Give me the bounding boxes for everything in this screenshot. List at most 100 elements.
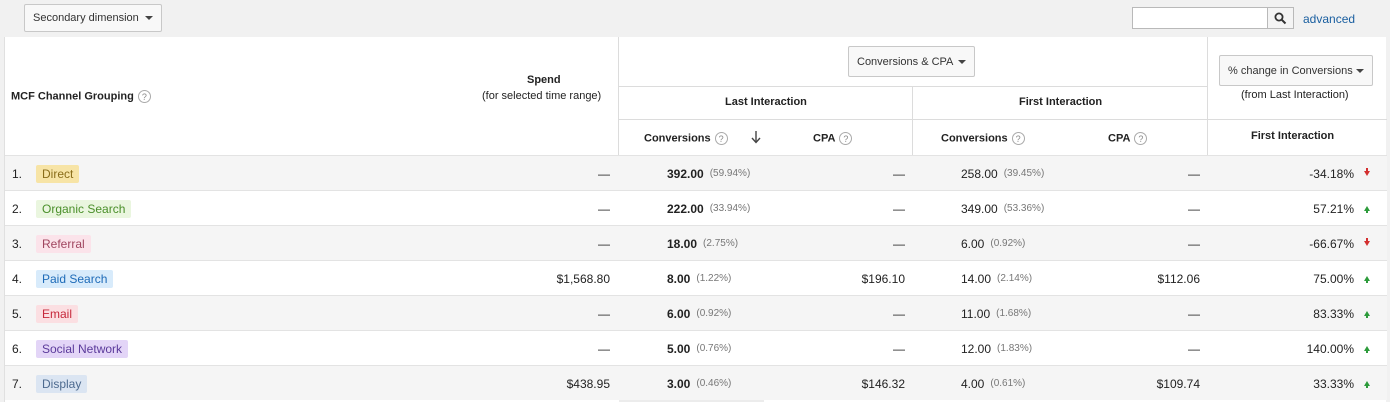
search-button[interactable]	[1267, 7, 1294, 29]
change-value: -66.67%	[1309, 236, 1354, 251]
row-index: 4.	[12, 271, 23, 286]
secondary-dimension-dropdown[interactable]: Secondary dimension	[24, 4, 162, 32]
spend-header-sub: (for selected time range)	[482, 90, 602, 102]
fi-cpa-header[interactable]: CPA?	[1108, 132, 1148, 145]
li-conversions-percent: (2.75%)	[703, 238, 739, 249]
row-index: 6.	[12, 341, 23, 356]
row-index: 2.	[12, 201, 23, 216]
arrow-down-icon	[1364, 168, 1370, 176]
help-icon[interactable]: ?	[1011, 132, 1025, 145]
fi-conversions-value: 349.00	[961, 201, 998, 216]
li-cpa-header[interactable]: CPA?	[813, 132, 853, 145]
change-metric-label: % change in Conversions	[1228, 64, 1353, 77]
advanced-link[interactable]: advanced	[1303, 12, 1356, 26]
table-row: 2. Organic Search — 222.00 (33.94%) — 349.00 (5…	[5, 190, 1387, 225]
row-index: 3.	[12, 236, 23, 251]
li-conversions-header-label: Conversions	[644, 132, 711, 145]
fi-conversions-percent: (1.83%)	[997, 343, 1033, 354]
change-header-sub: (from Last Interaction)	[1241, 89, 1349, 101]
spend-value: —	[598, 236, 610, 251]
channel-grouping-header[interactable]: MCF Channel Grouping?	[11, 90, 151, 103]
spend-header[interactable]: Spend	[527, 74, 561, 86]
fi-cpa-value: —	[1188, 236, 1200, 251]
fi-conversions-value: 11.00	[961, 306, 991, 321]
li-conversions-value: 5.00	[667, 341, 691, 356]
fi-conversions-value: 4.00	[961, 376, 985, 391]
li-cpa-value: $196.10	[861, 271, 905, 286]
table-row: 1. Direct — 392.00 (59.94%) — 258.00 (39.45%) — -…	[5, 155, 1387, 190]
arrow-up-icon	[1364, 276, 1370, 283]
table-row: 7. Display $438.95 3.00 (0.46%) $146.32 4.00 (0…	[5, 365, 1387, 400]
fi-conversions-value: 258.00	[961, 166, 998, 181]
spend-value: —	[598, 306, 610, 321]
arrow-up-icon	[1364, 206, 1370, 213]
channel-grouping-header-label: MCF Channel Grouping	[11, 90, 134, 103]
li-conversions-percent: (0.46%)	[696, 378, 732, 389]
help-icon[interactable]: ?	[714, 132, 728, 145]
first-interaction-header: First Interaction	[1019, 96, 1103, 108]
change-metric-dropdown[interactable]: % change in Conversions	[1219, 55, 1373, 86]
li-conversions-value: 18.00	[667, 236, 698, 251]
table-row: 3. Referral — 18.00 (2.75%) — 6.00 (0.92%) — -66.…	[5, 225, 1387, 260]
header-divider	[1207, 37, 1208, 155]
li-conversions-value: 3.00	[667, 376, 691, 391]
arrow-down-icon	[1364, 238, 1370, 246]
change-value: -34.18%	[1309, 166, 1354, 181]
change-value: 75.00%	[1313, 271, 1354, 286]
channel-link[interactable]: Social Network	[36, 339, 129, 358]
chevron-down-icon	[1356, 68, 1364, 73]
channel-link[interactable]: Display	[36, 374, 88, 393]
change-value: 57.21%	[1313, 201, 1354, 216]
chevron-down-icon	[145, 16, 153, 20]
li-conversions-value: 222.00	[667, 201, 704, 216]
li-conversions-percent: (0.76%)	[696, 343, 732, 354]
header-divider	[619, 86, 1207, 87]
fi-cpa-value: —	[1188, 341, 1200, 356]
li-conversions-value: 8.00	[667, 271, 691, 286]
row-index: 5.	[12, 306, 23, 321]
channel-link[interactable]: Referral	[36, 234, 91, 253]
spend-value: —	[598, 201, 610, 216]
li-cpa-header-label: CPA	[813, 132, 836, 145]
li-conversions-percent: (1.22%)	[696, 273, 732, 284]
spend-value: $1,568.80	[556, 271, 610, 286]
metric-group-dropdown[interactable]: Conversions & CPA	[848, 46, 975, 77]
li-conversions-percent: (0.92%)	[696, 308, 732, 319]
secondary-dimension-label: Secondary dimension	[33, 12, 139, 24]
fi-conversions-value: 12.00	[961, 341, 992, 356]
channel-link[interactable]: Paid Search	[36, 269, 114, 288]
li-conversions-header[interactable]: Conversions?	[644, 132, 728, 145]
channel-link[interactable]: Direct	[36, 164, 80, 183]
li-cpa-value: —	[893, 306, 905, 321]
arrow-up-icon	[1364, 311, 1370, 318]
change-first-interaction-header: First Interaction	[1251, 130, 1335, 142]
arrow-up-icon	[1364, 346, 1370, 353]
help-icon[interactable]: ?	[137, 90, 151, 103]
channel-link[interactable]: Email	[36, 304, 79, 323]
fi-cpa-value: —	[1188, 166, 1200, 181]
change-value: 140.00%	[1306, 341, 1354, 356]
fi-conversions-header[interactable]: Conversions?	[941, 132, 1025, 145]
help-icon[interactable]: ?	[839, 132, 853, 145]
channel-link[interactable]: Organic Search	[36, 199, 132, 218]
fi-conversions-percent: (2.14%)	[997, 273, 1033, 284]
help-icon[interactable]: ?	[1134, 132, 1148, 145]
li-cpa-value: —	[893, 236, 905, 251]
fi-cpa-header-label: CPA	[1108, 132, 1131, 145]
sort-descending-icon[interactable]	[751, 130, 761, 144]
fi-cpa-value: —	[1188, 201, 1200, 216]
fi-conversions-value: 6.00	[961, 236, 985, 251]
row-index: 7.	[12, 376, 23, 391]
li-conversions-percent: (33.94%)	[709, 203, 751, 214]
table-row: 4. Paid Search $1,568.80 8.00 (1.22%) $196.10…	[5, 260, 1387, 295]
li-cpa-value: —	[893, 201, 905, 216]
fi-conversions-percent: (0.92%)	[990, 238, 1026, 249]
metric-group-label: Conversions & CPA	[857, 55, 954, 68]
change-value: 33.33%	[1313, 376, 1354, 391]
spend-value: $438.95	[566, 376, 610, 391]
fi-conversions-percent: (1.68%)	[996, 308, 1032, 319]
search-input[interactable]	[1132, 7, 1267, 29]
fi-conversions-value: 14.00	[961, 271, 992, 286]
header-divider	[912, 87, 913, 155]
spend-value: —	[598, 166, 610, 181]
